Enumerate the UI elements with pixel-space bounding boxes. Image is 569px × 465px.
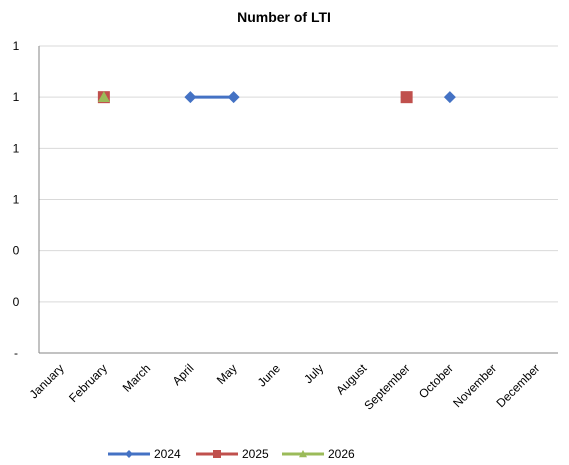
x-tick-label: July [301,361,326,386]
data-point-2024 [443,91,456,104]
y-tick-label: 0 [13,244,20,258]
x-tick-label: September [361,361,412,412]
data-point-2024 [184,91,197,104]
y-tick-label: - [14,346,18,360]
gridlines [39,45,558,303]
x-tick-label: June [255,361,284,390]
x-tick-label: December [493,361,542,410]
x-tick-label: April [170,361,197,388]
legend-label-2025: 2025 [242,447,269,461]
legend-label-2026: 2026 [328,447,355,461]
chart-title: Number of LTI [237,9,331,25]
legend: 2024 2025 2026 [108,447,355,461]
x-tick-label: January [27,361,67,401]
x-tick-label: October [416,361,456,401]
y-tick-label: 1 [13,90,20,104]
data-point-2024 [227,91,240,104]
x-tick-label: May [214,361,240,387]
data-point-2026 [97,91,110,102]
legend-marker-2026 [299,450,307,458]
y-tick-label: 0 [13,295,20,309]
legend-marker-2024 [125,450,133,458]
x-tick-label: November [450,361,499,410]
axes: - 0 0 1 1 1 1 January February March April May June J… [13,39,558,413]
x-tick-label: August [333,361,370,398]
data-point-2025 [400,91,413,104]
legend-marker-2025 [213,450,221,458]
y-tick-label: 1 [13,141,20,155]
x-tick-label: March [120,361,153,394]
y-tick-label: 1 [13,39,20,53]
x-tick-label: February [66,361,110,405]
legend-label-2024: 2024 [154,447,181,461]
series-plot-area [97,91,456,104]
y-tick-label: 1 [13,193,20,207]
